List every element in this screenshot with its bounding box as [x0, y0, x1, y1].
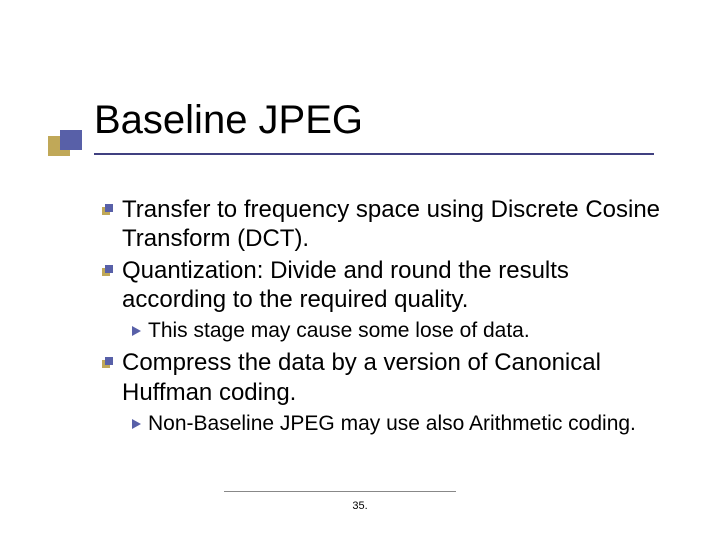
sub-bullet-item: This stage may cause some lose of data. [132, 318, 672, 344]
sub-bullet-item: Non-Baseline JPEG may use also Arithmeti… [132, 411, 672, 437]
slide-title: Baseline JPEG [94, 98, 363, 143]
bullet-icon [102, 357, 114, 369]
bullet-item: Quantization: Divide and round the resul… [102, 256, 672, 315]
arrow-icon [132, 326, 141, 336]
sub-bullet-text: This stage may cause some lose of data. [148, 318, 530, 344]
arrow-icon [132, 419, 141, 429]
content-area: Transfer to frequency space using Discre… [102, 195, 672, 441]
title-underline [94, 153, 654, 155]
footer-divider [224, 491, 456, 492]
page-number: 35. [0, 500, 720, 512]
bullet-item: Transfer to frequency space using Discre… [102, 195, 672, 254]
bullet-icon [102, 204, 114, 216]
title-decoration-icon [48, 130, 84, 156]
bullet-icon [102, 265, 114, 277]
bullet-text: Transfer to frequency space using Discre… [122, 195, 672, 254]
bullet-item: Compress the data by a version of Canoni… [102, 348, 672, 407]
bullet-text: Quantization: Divide and round the resul… [122, 256, 672, 315]
bullet-text: Compress the data by a version of Canoni… [122, 348, 672, 407]
sub-bullet-text: Non-Baseline JPEG may use also Arithmeti… [148, 411, 636, 437]
